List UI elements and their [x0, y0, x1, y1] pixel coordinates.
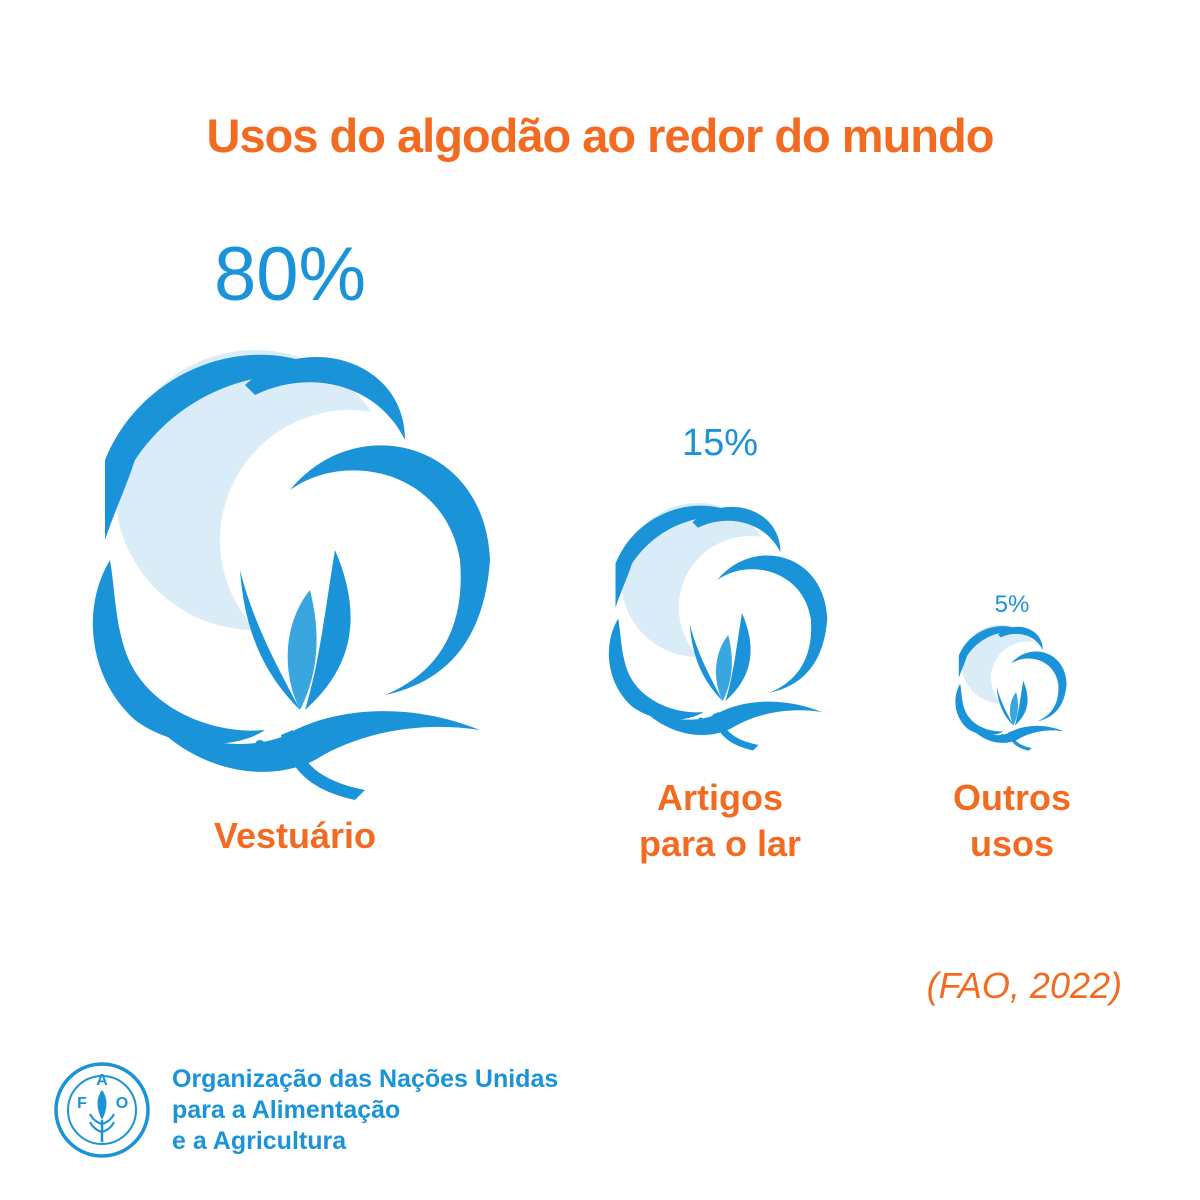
chart-title: Usos do algodão ao redor do mundo: [206, 109, 995, 162]
org-name-line: Organização das Nações Unidas: [172, 1064, 559, 1093]
logo-letter-f: F: [77, 1095, 87, 1112]
category-label: Vestuário: [214, 815, 376, 856]
category-label: para o lar: [639, 823, 801, 864]
category-label: Outros: [953, 777, 1071, 818]
category-label: Artigos: [657, 777, 783, 818]
category-label: usos: [970, 823, 1054, 864]
value-label: 5%: [995, 591, 1030, 618]
fao-footer: F A O Organização das Nações Unidas para…: [52, 1060, 558, 1160]
logo-letter-o: O: [116, 1095, 128, 1112]
logo-letter-a: A: [96, 1072, 108, 1089]
value-label: 80%: [214, 232, 366, 317]
cotton-boll-mark: [608, 503, 828, 751]
value-label: 15%: [682, 422, 758, 464]
cotton-boll-mark: [92, 350, 490, 800]
source-citation: (FAO, 2022): [926, 965, 1122, 1006]
cotton-boll-mark: [955, 624, 1067, 751]
fao-logo-icon: F A O: [54, 1062, 150, 1158]
org-name: Organização das Nações Unidas para a Ali…: [172, 1064, 558, 1157]
org-name-line: para a Alimentação: [172, 1095, 401, 1124]
org-name-line: e a Agricultura: [172, 1126, 347, 1155]
